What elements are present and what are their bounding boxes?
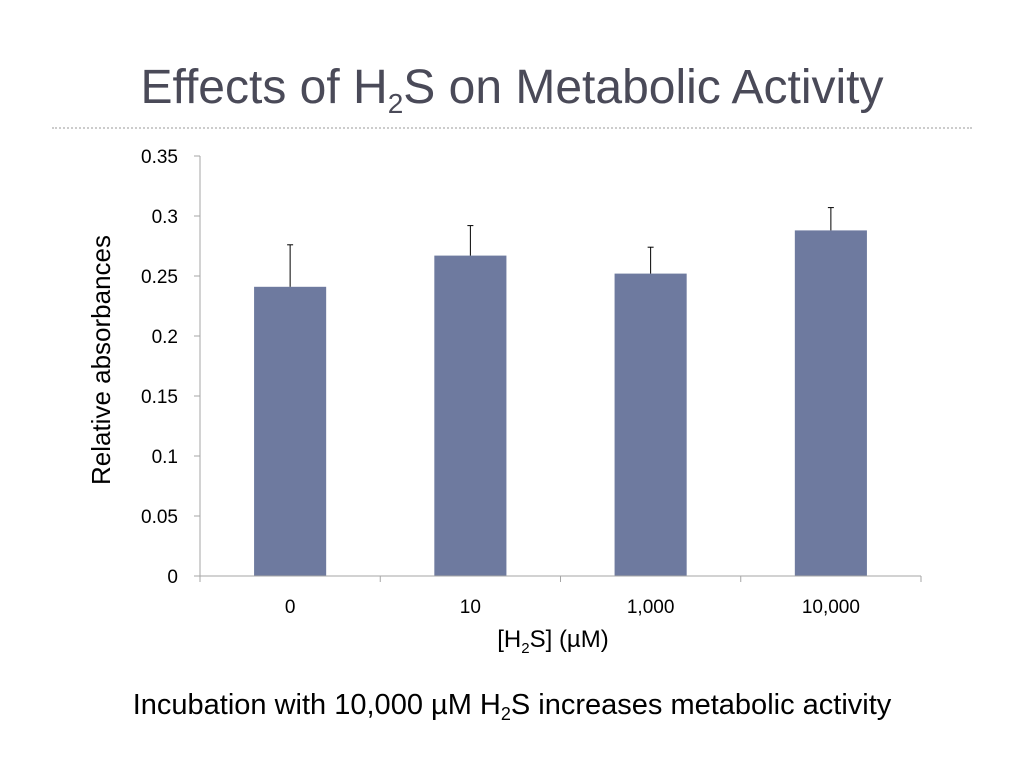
bar-chart: 0 0.05 0.1 0.15 0.2 0.25 0.3 0.35 0 10 1,000 10,00… bbox=[86, 147, 922, 657]
caption-text-post: S increases metabolic activity bbox=[510, 689, 892, 721]
x-axis-ticks: 0 10 1,000 10,000 bbox=[199, 576, 922, 618]
y-axis-ticks: 0 0.05 0.1 0.15 0.2 0.25 0.3 0.35 bbox=[141, 147, 200, 588]
x-tick-label: 10,000 bbox=[802, 597, 860, 618]
bar bbox=[254, 286, 327, 576]
slide-title: Effects of H2S on Metabolic Activity bbox=[0, 61, 1024, 117]
x-axis-title-post: S] (µM) bbox=[530, 626, 609, 653]
y-tick-label: 0.1 bbox=[152, 447, 178, 468]
y-tick-label: 0.25 bbox=[141, 267, 178, 288]
x-tick-label: 1,000 bbox=[627, 597, 675, 618]
bars bbox=[254, 230, 867, 576]
bar bbox=[614, 273, 687, 576]
y-tick-label: 0.05 bbox=[141, 507, 178, 528]
x-tick-label: 10 bbox=[460, 597, 481, 618]
x-axis-title: [H2S] (µM) bbox=[497, 626, 609, 657]
x-axis-title-subscript: 2 bbox=[521, 640, 529, 657]
y-tick-label: 0.3 bbox=[152, 207, 178, 228]
y-tick-label: 0.15 bbox=[141, 387, 178, 408]
title-subscript: 2 bbox=[387, 88, 404, 119]
x-tick-label: 0 bbox=[285, 597, 296, 618]
bar bbox=[794, 230, 867, 576]
caption-text-pre: Incubation with 10,000 µM H bbox=[132, 689, 501, 721]
y-axis-title: Relative absorbances bbox=[86, 235, 116, 485]
caption-subscript: 2 bbox=[500, 704, 511, 724]
bar bbox=[434, 255, 507, 576]
slide-caption: Incubation with 10,000 µM H2S increases … bbox=[0, 688, 1024, 723]
title-text-pre: Effects of H bbox=[140, 61, 388, 114]
y-tick-label: 0.2 bbox=[152, 327, 178, 348]
error-bars bbox=[287, 207, 834, 287]
title-divider bbox=[52, 127, 972, 129]
x-axis-title-pre: [H bbox=[497, 626, 521, 653]
y-tick-label: 0 bbox=[167, 567, 178, 588]
title-text-post: S on Metabolic Activity bbox=[403, 61, 884, 114]
y-tick-label: 0.35 bbox=[141, 147, 178, 168]
